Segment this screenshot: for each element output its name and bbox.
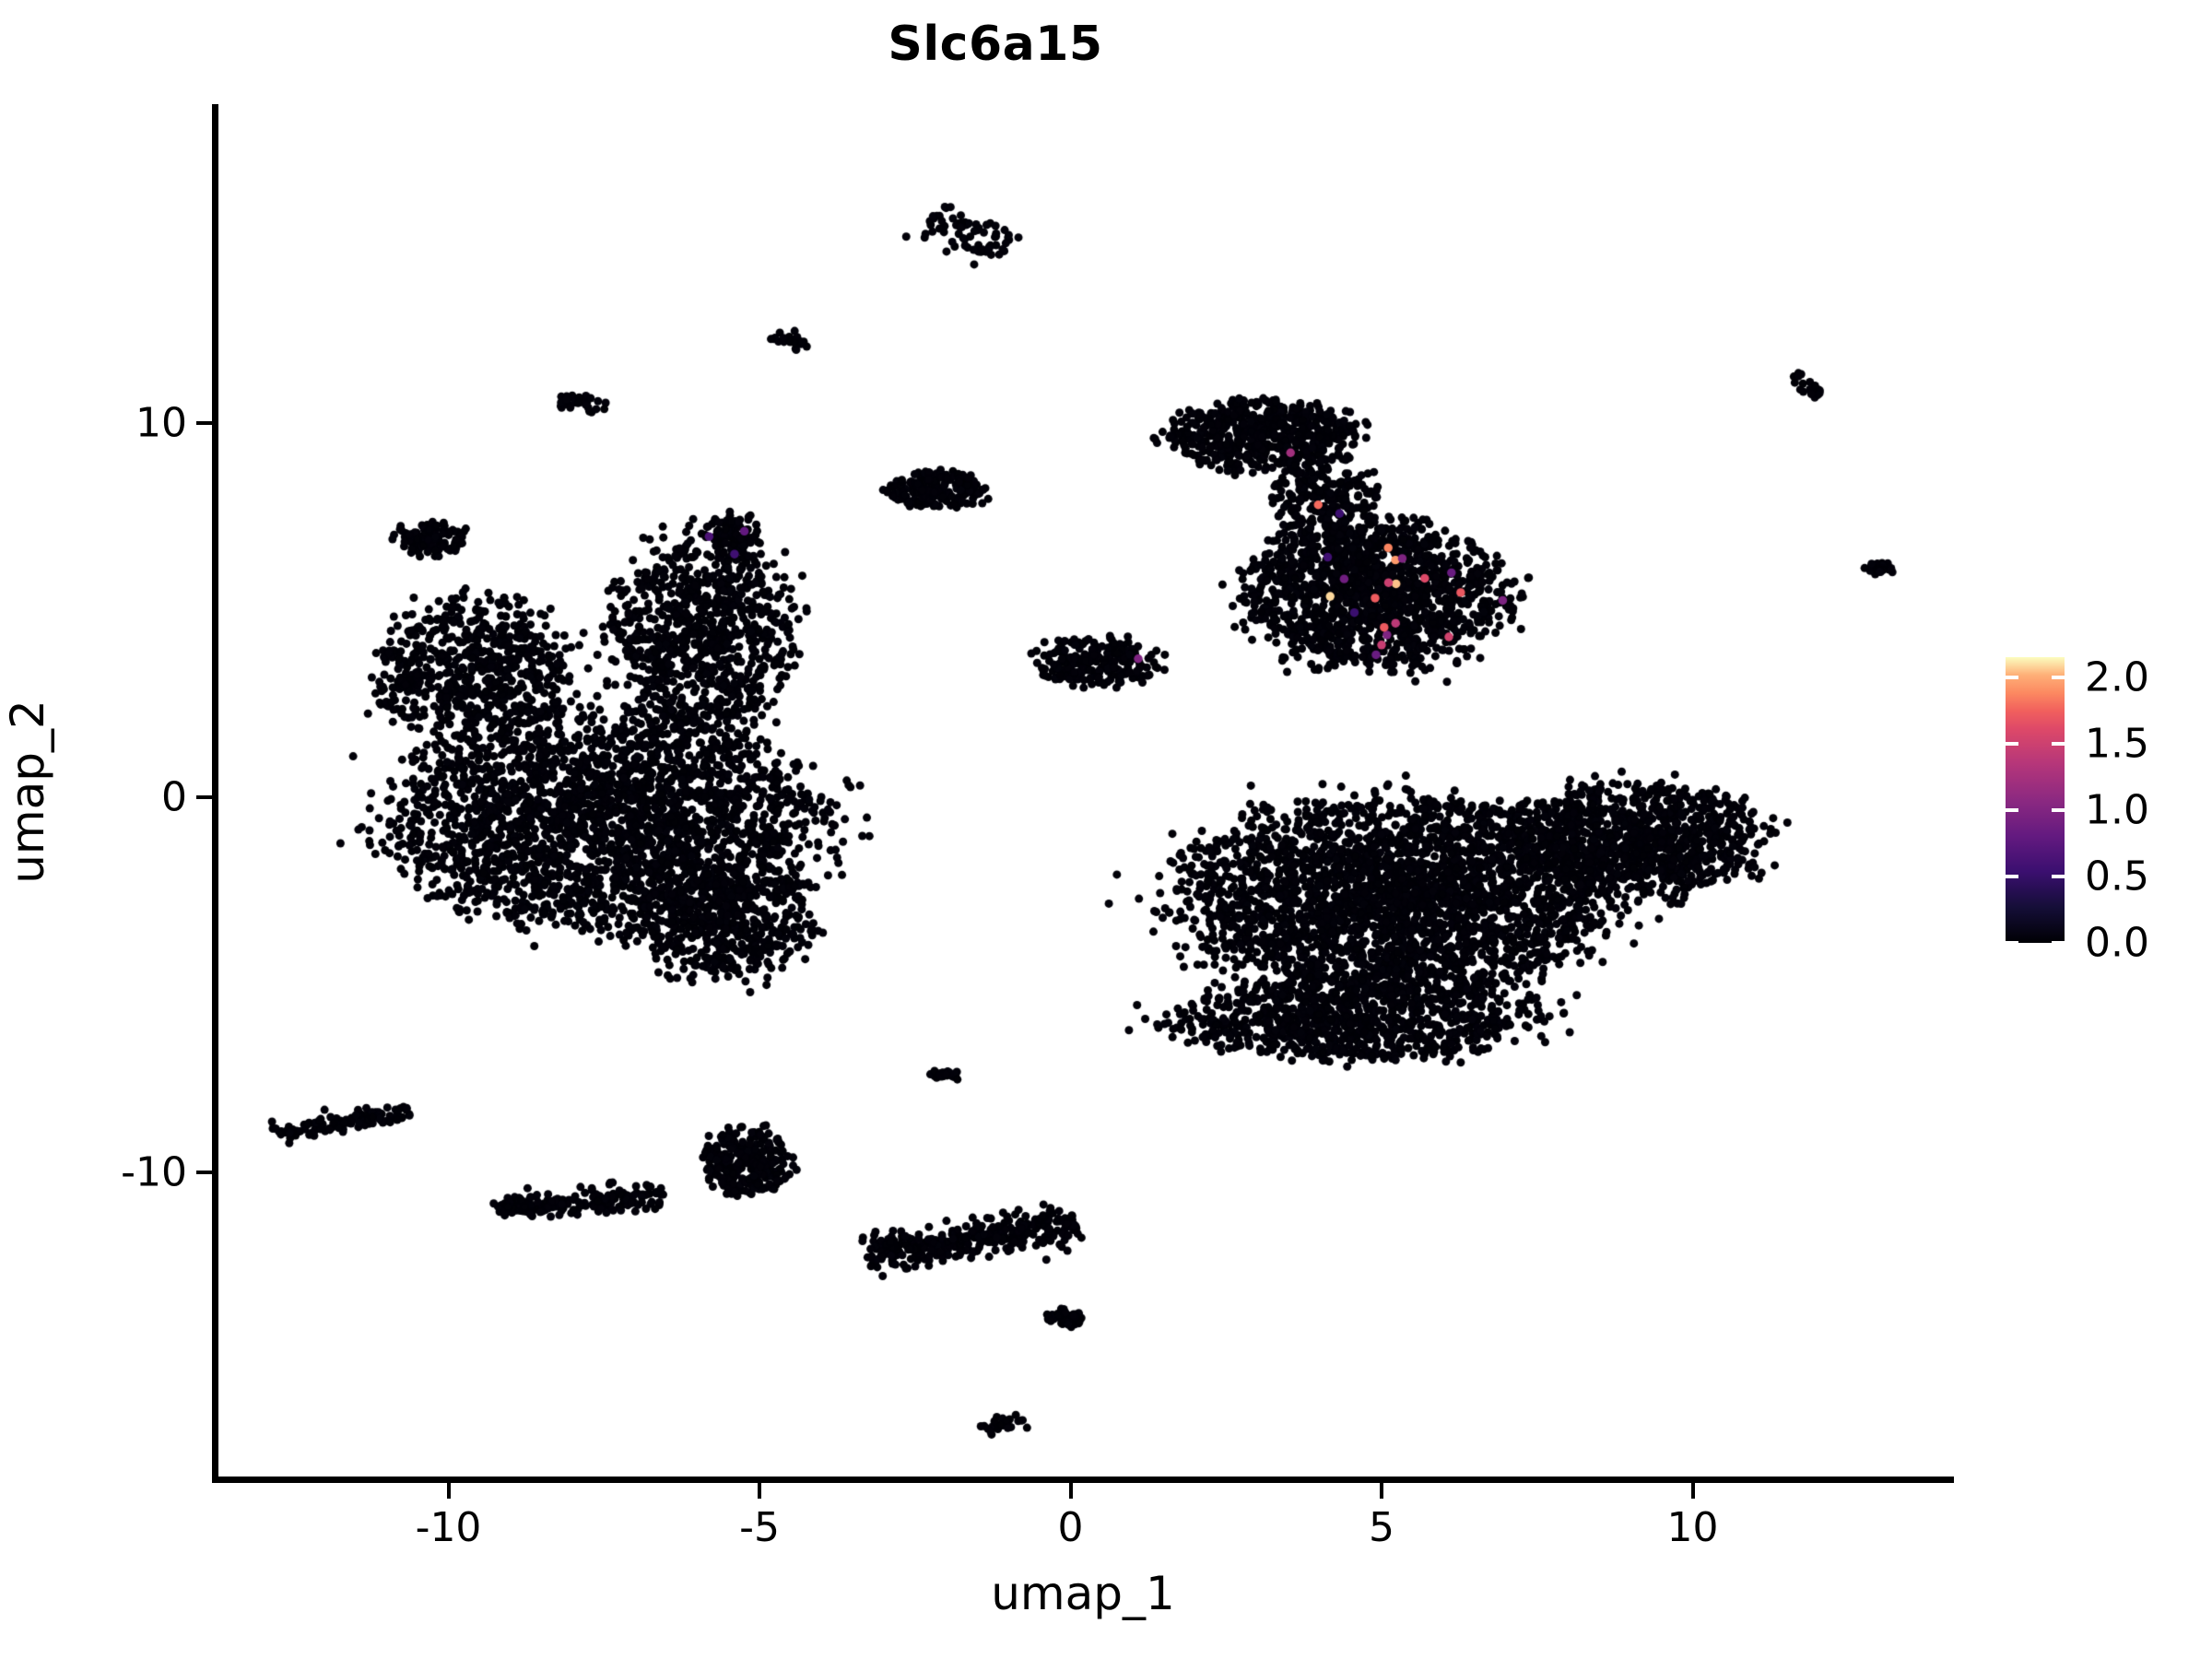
y-tick-label: 0	[161, 773, 187, 821]
y-tick-label: -10	[121, 1148, 187, 1196]
x-tick-mark	[1690, 1483, 1695, 1499]
x-tick-mark	[758, 1483, 761, 1499]
colorbar-tick-mark	[2006, 807, 2018, 812]
colorbar-tick-label: 0.5	[2085, 853, 2149, 900]
colorbar-tick-mark	[2052, 807, 2065, 812]
y-tick-label: 10	[135, 399, 187, 447]
y-axis-label: umap_2	[1, 700, 54, 884]
page-title: Slc6a15	[888, 17, 1103, 72]
colorbar-tick-mark	[2052, 941, 2065, 945]
x-tick-mark	[1380, 1483, 1383, 1499]
x-tick-mark	[1068, 1483, 1073, 1499]
colorbar-tick-label: 2.0	[2085, 653, 2149, 701]
x-tick-label: 0	[1057, 1504, 1084, 1551]
x-tick-mark	[446, 1483, 451, 1499]
y-tick-mark	[196, 420, 212, 425]
colorbar-tick-mark	[2052, 874, 2065, 878]
colorbar-tick-mark	[2006, 741, 2018, 746]
x-tick-label: -5	[739, 1504, 780, 1551]
colorbar-tick-mark	[2006, 874, 2018, 878]
x-tick-label: -10	[415, 1504, 482, 1551]
axis-spine-bottom	[212, 1477, 1954, 1483]
x-tick-label: 10	[1666, 1504, 1719, 1551]
y-tick-mark	[196, 1170, 212, 1174]
colorbar-tick-label: 0.0	[2085, 919, 2149, 967]
colorbar-tick-mark	[2006, 675, 2018, 679]
colorbar-tick-label: 1.5	[2085, 720, 2149, 768]
y-tick-mark	[196, 795, 212, 800]
colorbar-tick-mark	[2052, 741, 2065, 746]
x-axis-label: umap_1	[991, 1567, 1175, 1620]
colorbar-gradient	[2006, 657, 2065, 943]
colorbar-tick-label: 1.0	[2085, 786, 2149, 834]
x-tick-label: 5	[1369, 1504, 1394, 1551]
colorbar-tick-mark	[2052, 675, 2065, 679]
scatter-plot-canvas	[212, 104, 1954, 1479]
colorbar-tick-mark	[2006, 941, 2018, 945]
